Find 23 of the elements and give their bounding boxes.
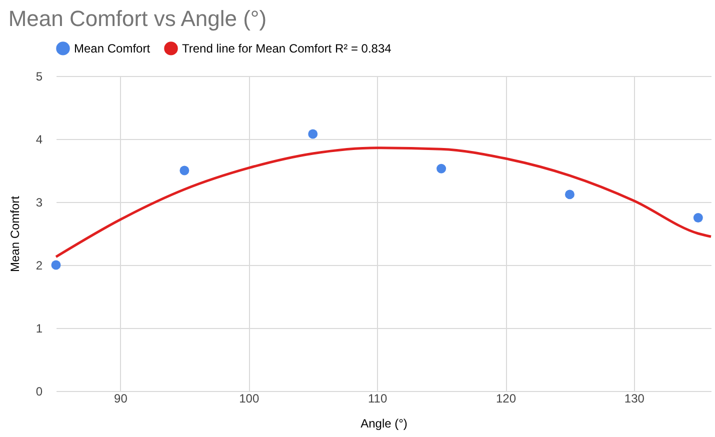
x-tick-label: 110: [368, 392, 388, 406]
chart-title: Mean Comfort vs Angle (°): [8, 6, 267, 31]
y-tick-label: 2: [36, 258, 43, 272]
point: [436, 164, 446, 174]
point: [180, 166, 190, 176]
point: [308, 129, 318, 139]
point: [51, 260, 61, 270]
y-tick-label: 3: [36, 196, 43, 210]
x-tick-label: 130: [624, 392, 645, 406]
x-axis-title: Angle (°): [360, 416, 408, 430]
y-tick-label: 0: [36, 384, 43, 398]
legend-label: Mean Comfort: [74, 41, 151, 56]
legend-label: Trend line for Mean Comfort R² = 0.834: [182, 41, 392, 56]
y-axis-title: Mean Comfort: [8, 195, 22, 272]
y-tick-label: 4: [36, 132, 43, 146]
y-tick-label: 5: [36, 70, 43, 84]
x-tick-label: 90: [114, 392, 128, 406]
x-tick-label: 100: [239, 392, 260, 406]
line-series: [54, 146, 712, 258]
y-tick-label: 1: [36, 322, 43, 336]
point: [564, 190, 574, 200]
point: [693, 213, 703, 222]
x-tick-label: 120: [496, 392, 516, 406]
